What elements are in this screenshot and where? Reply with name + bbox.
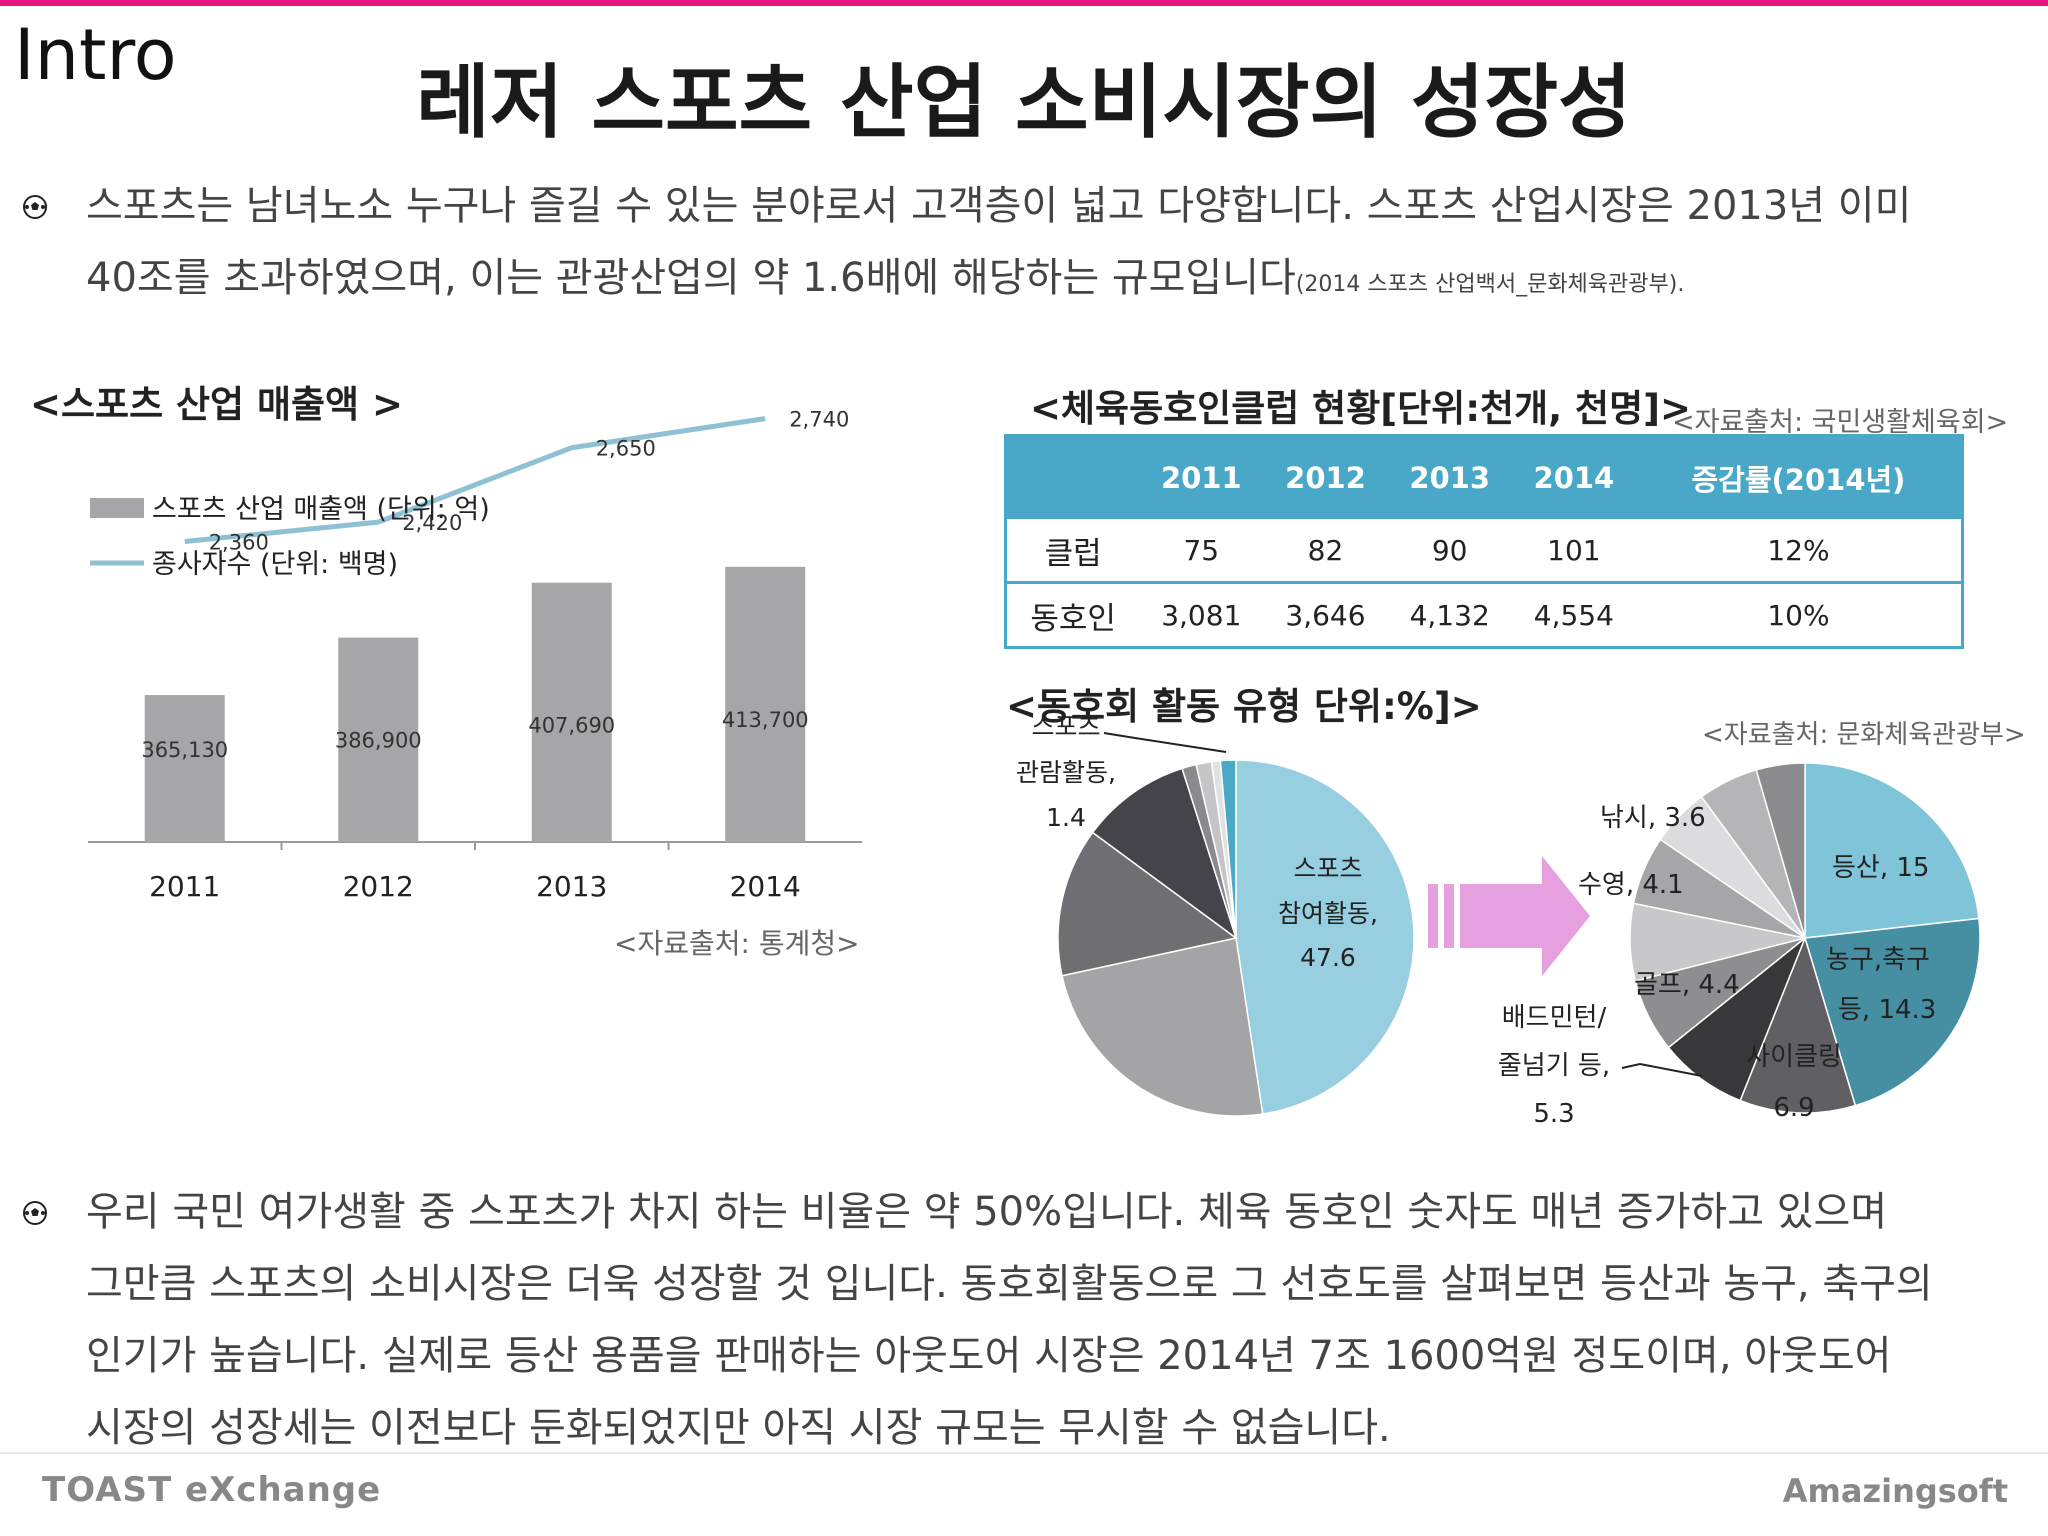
table-cell: 12% — [1635, 519, 1963, 584]
revenue-bar — [531, 582, 612, 842]
x-tick-label: 2013 — [536, 870, 607, 903]
intro-paragraph: 스포츠는 남녀노소 누구나 즐길 수 있는 분야로서 고객층이 넓고 다양합니다… — [86, 170, 2006, 321]
table-row: 클럽 75 82 90 101 12% — [1005, 519, 1963, 584]
legend-label-revenue: 스포츠 산업 매출액 (단위: 억) — [152, 494, 490, 525]
section-label: Intro — [14, 14, 177, 96]
clubs-col-header: 증감률(2014년) — [1635, 435, 1963, 519]
clubs-source-note: <자료출처: 국민생활체육회> — [1672, 407, 2009, 438]
clubs-table-heading: <체육동호인클럽 현황[단위:천개, 천명]> — [1030, 387, 1692, 430]
intro-line-2: 40조를 초과하였으며, 이는 관광산업의 약 1.6배에 해당하는 규모입니다… — [86, 242, 2006, 321]
cycling-label: 사이클링 — [1746, 1042, 1842, 1072]
headcount-label: 2,360 — [209, 531, 269, 555]
arrow-stripe — [1444, 884, 1454, 948]
ballsports-label: 농구,축구 — [1826, 945, 1930, 975]
breakdown-pie-slice — [1755, 762, 1806, 939]
x-tick-label: 2012 — [343, 870, 414, 903]
soccer-ball-icon — [23, 1201, 47, 1225]
clubs-col-header: 2012 — [1263, 435, 1388, 519]
table-cell: 3,081 — [1139, 582, 1264, 649]
hiking-label: 등산, 15 — [1832, 853, 1929, 883]
spectator-label: 스포츠 — [1031, 712, 1100, 741]
cycling-value: 6.9 — [1773, 1093, 1814, 1123]
table-cell: 3,646 — [1263, 582, 1388, 649]
activity-chart-heading: <동호회 활동 유형 단위:%]> — [1006, 685, 1482, 728]
revenue-bar — [725, 566, 806, 842]
participation-label: 참여활동, — [1278, 899, 1378, 928]
revenue-bar-label: 413,700 — [722, 708, 809, 732]
revenue-chart-heading: <스포츠 산업 매출액 > — [30, 383, 403, 426]
badminton-leader-line — [1621, 1062, 1703, 1077]
right-arrow-icon — [1460, 856, 1590, 976]
headcount-line — [184, 416, 766, 545]
fishing-label: 낚시, 3.6 — [1600, 803, 1706, 833]
clubs-col-header: 2011 — [1139, 435, 1264, 519]
participation-value: 47.6 — [1300, 943, 1356, 972]
clubs-col-header: 2014 — [1511, 435, 1636, 519]
activity-pie-slice — [1219, 759, 1237, 939]
closing-paragraph: 우리 국민 여가생활 중 스포츠가 차지 하는 비율은 약 50%입니다. 체육… — [86, 1176, 2026, 1464]
activity-pie-slice — [1061, 937, 1264, 1117]
table-cell: 10% — [1635, 582, 1963, 649]
footer-divider — [0, 1452, 2048, 1454]
spectator-leader-line — [1103, 732, 1227, 753]
clubs-col-header — [1005, 435, 1140, 519]
activity-pie-slice — [1235, 759, 1415, 1115]
legend-swatch-revenue — [90, 498, 144, 518]
legend-label-headcount: 종사자수 (단위: 백명) — [152, 549, 398, 580]
closing-line: 인기가 높습니다. 실제로 등산 용품을 판매하는 아웃도어 시장은 2014년… — [86, 1333, 1892, 1379]
footer-logo-left: TOAST eXchange — [42, 1470, 382, 1510]
revenue-bar — [144, 695, 225, 842]
breakdown-pie-slice — [1739, 935, 1857, 1114]
badminton-label: 배드민턴/ — [1502, 1003, 1607, 1033]
spectator-label: 관람활동, — [1016, 758, 1116, 787]
revenue-source-note: <자료출처: 통계청> — [614, 927, 860, 960]
table-cell: 82 — [1263, 519, 1388, 584]
table-cell: 90 — [1387, 519, 1512, 584]
intro-line-2-text: 40조를 초과하였으며, 이는 관광산업의 약 1.6배에 해당하는 규모입니다 — [86, 255, 1296, 301]
page-title: 레저 스포츠 산업 소비시장의 성장성 — [416, 56, 1632, 149]
revenue-bar-label: 407,690 — [528, 714, 615, 738]
revenue-bar — [338, 637, 419, 842]
soccer-ball-icon — [23, 195, 47, 219]
closing-line: 시장의 성장세는 이전보다 둔화되었지만 아직 시장 규모는 무시할 수 없습니… — [86, 1405, 1391, 1451]
arrow-stripe — [1428, 884, 1438, 948]
breakdown-pie-slice — [1667, 935, 1807, 1102]
clubs-table: 2011 2012 2013 2014 증감률(2014년) 클럽 75 82 … — [1004, 434, 1964, 649]
table-row: 동호인 3,081 3,646 4,132 4,554 10% — [1005, 582, 1963, 649]
headcount-label: 2,420 — [402, 511, 462, 535]
closing-line: 그만큼 스포츠의 소비시장은 더욱 성장할 것 입니다. 동호회활동으로 그 선… — [86, 1261, 1933, 1307]
revenue-bar-label: 365,130 — [141, 738, 228, 762]
badminton-value: 5.3 — [1533, 1099, 1574, 1129]
table-row-label: 동호인 — [1005, 582, 1140, 649]
activity-source-note: <자료출처: 문화체육관광부> — [1702, 720, 2026, 750]
spectator-value: 1.4 — [1046, 803, 1086, 832]
table-cell: 101 — [1511, 519, 1636, 584]
badminton-label: 줄넘기 등, — [1498, 1051, 1610, 1081]
table-cell: 4,554 — [1511, 582, 1636, 649]
breakdown-pie-slice — [1804, 917, 1981, 1107]
breakdown-pie-slice — [1804, 762, 1980, 939]
activity-pie-slice — [1057, 831, 1238, 977]
table-cell: 75 — [1139, 519, 1264, 584]
participation-label: 스포츠 — [1293, 854, 1362, 883]
clubs-col-header: 2013 — [1387, 435, 1512, 519]
x-tick-label: 2014 — [730, 870, 801, 903]
activity-pie-slice — [1091, 767, 1238, 940]
swimming-label: 수영, 4.1 — [1578, 870, 1684, 900]
clubs-table-header-row: 2011 2012 2013 2014 증감률(2014년) — [1005, 435, 1963, 519]
table-row-label: 클럽 — [1005, 519, 1140, 584]
revenue-bar-label: 386,900 — [335, 729, 422, 753]
headcount-label: 2,650 — [596, 437, 656, 461]
closing-line: 우리 국민 여가생활 중 스포츠가 차지 하는 비율은 약 50%입니다. 체육… — [86, 1189, 1888, 1235]
top-accent-bar — [0, 0, 2048, 6]
ballsports-value: 등, 14.3 — [1838, 995, 1936, 1025]
headcount-label: 2,740 — [789, 408, 849, 432]
footer-logo-right: Amazingsoft — [1782, 1472, 2008, 1510]
golf-label: 골프, 4.4 — [1634, 970, 1740, 1000]
table-cell: 4,132 — [1387, 582, 1512, 649]
intro-source: (2014 스포츠 산업백서_문화체육관광부). — [1295, 272, 1685, 297]
intro-line-1: 스포츠는 남녀노소 누구나 즐길 수 있는 분야로서 고객층이 넓고 다양합니다… — [86, 183, 1912, 229]
x-tick-label: 2011 — [149, 870, 220, 903]
